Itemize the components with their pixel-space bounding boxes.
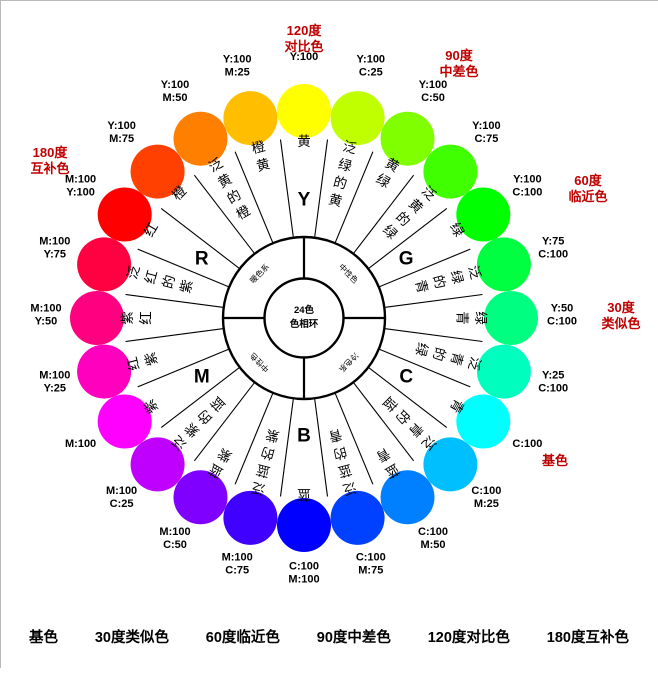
svg-text:M:100: M:100	[30, 303, 61, 315]
svg-text:C:100: C:100	[356, 552, 386, 564]
svg-text:M: M	[194, 367, 210, 388]
svg-text:G: G	[399, 249, 414, 270]
svg-text:M:50: M:50	[162, 92, 187, 104]
svg-text:M:100: M:100	[288, 574, 319, 586]
svg-text:M:100: M:100	[222, 552, 253, 564]
svg-text:M:100: M:100	[65, 174, 96, 186]
svg-text:Y:25: Y:25	[44, 382, 66, 394]
svg-text:M:25: M:25	[474, 498, 499, 510]
svg-text:色相环: 色相环	[290, 318, 319, 330]
svg-text:C:50: C:50	[421, 92, 445, 104]
svg-text:M:75: M:75	[109, 133, 134, 145]
svg-text:Y:100: Y:100	[357, 53, 386, 65]
svg-text:R: R	[195, 249, 209, 270]
svg-text:Y:100: Y:100	[513, 174, 542, 186]
svg-text:C:100: C:100	[538, 382, 568, 394]
svg-text:Y:100: Y:100	[419, 79, 448, 91]
svg-text:M:50: M:50	[420, 539, 445, 551]
svg-text:Y: Y	[298, 190, 311, 211]
svg-text:C:100: C:100	[538, 249, 568, 261]
svg-text:M:100: M:100	[39, 236, 70, 248]
svg-text:C:100: C:100	[512, 438, 542, 450]
svg-text:M:100: M:100	[39, 369, 70, 381]
svg-text:C:75: C:75	[225, 565, 249, 577]
svg-text:Y:25: Y:25	[542, 369, 564, 381]
svg-text:C: C	[399, 367, 413, 388]
svg-text:B: B	[297, 426, 311, 447]
svg-text:Y:100: Y:100	[107, 120, 136, 132]
svg-text:M:100: M:100	[159, 526, 190, 538]
svg-text:M:75: M:75	[358, 565, 383, 577]
svg-text:Y:100: Y:100	[161, 79, 190, 91]
svg-text:Y:50: Y:50	[35, 316, 57, 328]
svg-text:Y:50: Y:50	[551, 303, 573, 315]
svg-text:M:100: M:100	[106, 485, 137, 497]
svg-text:C:100: C:100	[418, 526, 448, 538]
svg-text:C:50: C:50	[163, 539, 187, 551]
svg-text:C:100: C:100	[547, 316, 577, 328]
svg-text:C:75: C:75	[474, 133, 498, 145]
svg-text:Y:75: Y:75	[542, 236, 564, 248]
svg-text:C:100: C:100	[471, 485, 501, 497]
svg-text:C:100: C:100	[289, 561, 319, 573]
svg-text:Y:100: Y:100	[66, 187, 95, 199]
svg-text:C:25: C:25	[359, 66, 383, 78]
svg-text:Y:100: Y:100	[472, 120, 501, 132]
svg-text:蓝: 蓝	[297, 487, 311, 502]
svg-text:Y:100: Y:100	[223, 53, 252, 65]
svg-text:24色: 24色	[294, 304, 315, 316]
svg-text:Y:75: Y:75	[44, 249, 66, 261]
svg-text:M:25: M:25	[225, 66, 250, 78]
svg-text:C:25: C:25	[110, 498, 134, 510]
svg-text:黄: 黄	[297, 134, 311, 149]
svg-text:C:100: C:100	[512, 187, 542, 199]
svg-text:M:100: M:100	[65, 438, 96, 450]
